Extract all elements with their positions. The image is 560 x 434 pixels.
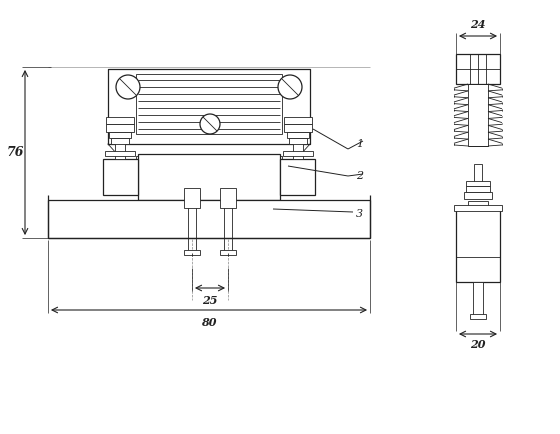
Text: 1: 1 (356, 139, 363, 149)
Bar (468, 201, 488, 206)
Bar (289, 138, 307, 144)
Bar (280, 159, 315, 195)
Text: 2: 2 (356, 171, 363, 181)
Bar (109, 132, 131, 138)
Polygon shape (138, 154, 280, 200)
Bar (470, 314, 486, 319)
Bar (145, 180, 275, 205)
Bar (284, 124, 312, 132)
Bar (184, 250, 200, 255)
Circle shape (200, 114, 220, 134)
Bar (106, 124, 134, 132)
Bar (138, 154, 280, 200)
Text: 25: 25 (202, 295, 218, 306)
Bar (220, 250, 236, 255)
Polygon shape (103, 159, 138, 195)
Bar (464, 192, 492, 199)
Bar (466, 181, 490, 186)
Bar (136, 74, 282, 134)
Bar (111, 138, 129, 144)
Bar (105, 151, 135, 156)
Bar (456, 208, 500, 282)
Bar (284, 117, 312, 124)
Circle shape (278, 75, 302, 99)
Bar (473, 282, 483, 317)
Polygon shape (280, 159, 315, 195)
Polygon shape (108, 69, 310, 144)
Bar (293, 122, 303, 159)
Bar (283, 151, 313, 156)
Bar (220, 188, 236, 208)
Text: 76: 76 (6, 146, 24, 159)
Polygon shape (108, 144, 310, 164)
Bar (474, 164, 482, 186)
Bar (468, 84, 488, 146)
Bar (106, 117, 134, 124)
Bar (184, 188, 200, 208)
Polygon shape (145, 180, 275, 205)
Text: 80: 80 (201, 316, 217, 328)
Circle shape (116, 75, 140, 99)
Polygon shape (48, 200, 370, 238)
Bar (454, 205, 502, 211)
Bar (48, 200, 370, 238)
Bar (115, 122, 125, 159)
Bar (466, 186, 490, 192)
Bar (103, 159, 138, 195)
Text: 3: 3 (356, 209, 363, 219)
Text: 24: 24 (470, 19, 486, 30)
Bar (287, 132, 309, 138)
Text: 20: 20 (470, 339, 486, 349)
Bar (456, 54, 500, 84)
